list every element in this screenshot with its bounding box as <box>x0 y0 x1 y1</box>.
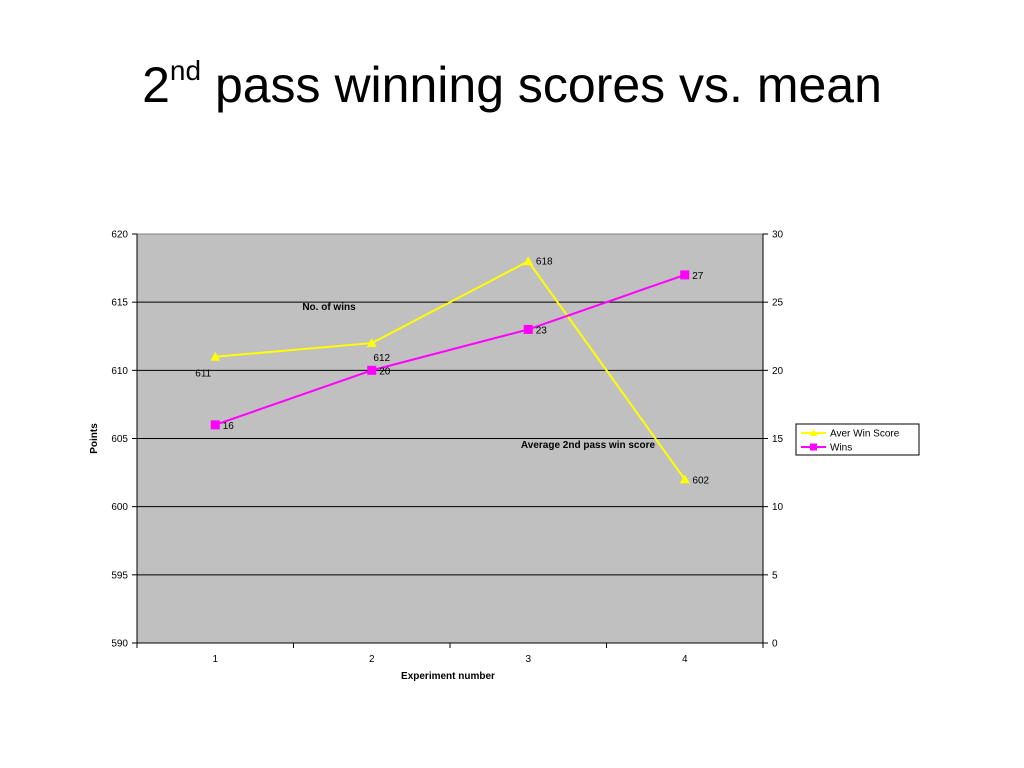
y-tick-label: 600 <box>111 502 128 513</box>
y2-tick-label: 5 <box>772 570 778 581</box>
x-tick-label: 2 <box>369 654 375 665</box>
legend: Aver Win Score Wins <box>795 423 920 456</box>
title-base: 2 <box>142 57 170 113</box>
data-label: 602 <box>692 475 709 486</box>
series-line-aver-win-score <box>215 259 686 480</box>
series-line-wins <box>214 273 686 426</box>
y-axis-title: Points <box>89 423 100 454</box>
chart-annotation: No. of wins <box>302 302 356 313</box>
slide-title: 2nd pass winning scores vs. mean <box>0 57 1024 113</box>
labels-layer: 611 612 618 602 16 20 23 27 No. of wins Average 2… <box>195 256 709 486</box>
series-layer <box>210 256 690 484</box>
gridlines <box>137 301 763 576</box>
y-tick-label: 605 <box>111 434 128 445</box>
legend-label: Wins <box>830 443 852 454</box>
title-rest: pass winning scores vs. mean <box>201 57 882 113</box>
y-tick-label: 615 <box>111 298 128 309</box>
data-label: 612 <box>373 353 390 364</box>
y-tick-label: 620 <box>111 230 128 241</box>
x-tick-label: 4 <box>682 654 688 665</box>
y2-tick-label: 15 <box>772 434 784 445</box>
y2-tick-label: 20 <box>772 366 784 377</box>
data-point-triangle <box>366 338 377 348</box>
data-label: 27 <box>692 271 704 282</box>
y2-tick-label: 30 <box>772 230 784 241</box>
y2-tick-label: 10 <box>772 502 784 513</box>
data-point-square <box>367 365 377 375</box>
data-point-triangle <box>210 351 221 361</box>
x-tick-label: 1 <box>212 654 218 665</box>
y2-tick-label: 25 <box>772 298 784 309</box>
y2-tick-label: 0 <box>772 639 778 650</box>
data-point-square <box>210 420 220 430</box>
data-label: 16 <box>223 421 235 432</box>
data-point-square <box>523 324 533 334</box>
data-label: 23 <box>536 325 548 336</box>
data-point-triangle <box>523 256 534 266</box>
legend-marker-square <box>810 443 817 451</box>
data-label: 618 <box>536 256 553 267</box>
x-tick-label: 3 <box>525 654 531 665</box>
data-label: 611 <box>195 369 211 380</box>
legend-label: Aver Win Score <box>830 429 900 440</box>
y-tick-label: 610 <box>111 366 128 377</box>
data-point-triangle <box>679 474 690 484</box>
chart-annotation: Average 2nd pass win score <box>521 440 656 451</box>
data-point-square <box>680 270 690 280</box>
legend-marker-triangle <box>809 429 818 436</box>
y-tick-label: 595 <box>111 570 128 581</box>
data-label: 20 <box>379 366 391 377</box>
title-superscript: nd <box>169 55 202 86</box>
x-axis-title: Experiment number <box>401 671 495 682</box>
y-tick-label: 590 <box>111 639 128 650</box>
